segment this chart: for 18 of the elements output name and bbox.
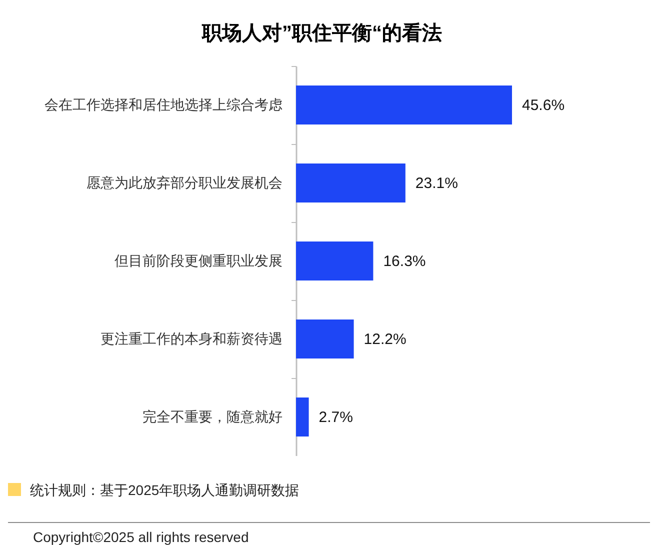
y-tick-label: 但目前阶段更侧重职业发展 [114, 252, 282, 268]
data-label: 23.1% [415, 175, 458, 192]
bar [296, 242, 374, 280]
chart-title: 职场人对”职住平衡“的看法 [201, 22, 442, 44]
y-tick-label: 愿意为此放弃部分职业发展机会 [86, 174, 282, 190]
bar [296, 320, 354, 358]
data-label: 45.6% [522, 97, 565, 114]
y-tick-label: 完全不重要，随意就好 [142, 408, 282, 424]
text: Copyright©2025 all rights reserved [33, 528, 249, 545]
data-label: 2.7% [318, 409, 353, 426]
bar [296, 86, 512, 124]
text: 统计规则：基于2025年职场人通勤调研数据 [30, 481, 300, 499]
y-tick-label: 会在工作选择和居住地选择上综合考虑 [44, 96, 282, 112]
bar [296, 164, 406, 202]
bar [296, 398, 309, 436]
data-label: 12.2% [364, 331, 406, 348]
data-label: 16.3% [383, 253, 426, 270]
y-tick-label: 更注重工作的本身和薪资待遇 [100, 330, 282, 346]
